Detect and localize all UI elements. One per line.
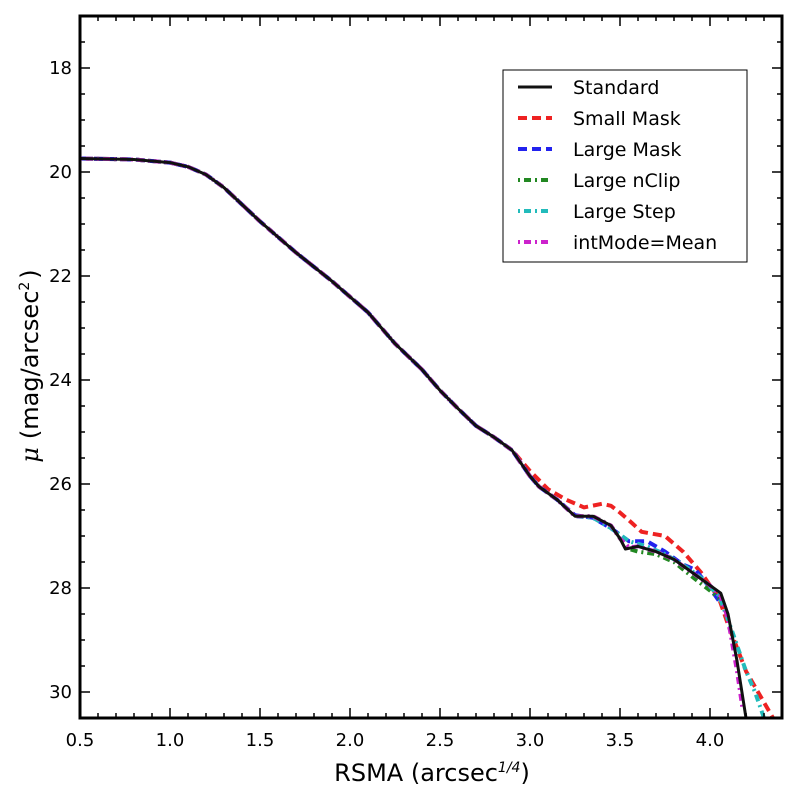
y-axis-title-mu: μ xyxy=(16,447,44,463)
x-tick-label: 4.0 xyxy=(696,730,725,751)
legend-label: Large Mask xyxy=(573,139,681,161)
x-tick-label: 3.5 xyxy=(606,730,635,751)
plot-frame xyxy=(78,14,784,720)
x-axis-title-exponent: 1/4 xyxy=(498,760,521,776)
y-tick-label: 30 xyxy=(49,682,72,703)
x-tick-label: 2.0 xyxy=(336,730,365,751)
y-tick-label: 26 xyxy=(49,474,72,495)
legend-label: intMode=Mean xyxy=(573,232,717,254)
legend-entry-small-mask: Small Mask xyxy=(518,108,681,130)
x-tick-label: 0.5 xyxy=(66,730,95,751)
x-tick-label: 2.5 xyxy=(426,730,455,751)
series-layer xyxy=(80,156,775,718)
legend-entry-standard: Standard xyxy=(518,77,659,99)
legend-items: Standard Small Mask Large Mask Large nClip L… xyxy=(518,77,717,254)
legend-label: Large Step xyxy=(573,201,676,223)
x-tick-label: 1.0 xyxy=(156,730,185,751)
x-axis-title-close: ) xyxy=(520,759,529,787)
y-axis-title-exponent: 2 xyxy=(17,282,33,291)
y-tick-label: 24 xyxy=(49,370,72,391)
legend-label: Standard xyxy=(573,77,659,99)
legend-box xyxy=(502,69,748,263)
legend: Standard Small Mask Large Mask Large nClip L… xyxy=(502,69,748,263)
x-tick-label: 3.0 xyxy=(516,730,545,751)
legend-label: Small Mask xyxy=(573,108,681,130)
legend-entry-large-nclip: Large nClip xyxy=(518,170,680,192)
series-line-standard xyxy=(80,157,748,718)
x-axis-title: RSMA (arcsec1/4) xyxy=(334,759,530,787)
y-axis-title-close: ) xyxy=(16,269,44,278)
y-tick-label: 20 xyxy=(49,162,72,183)
y-axis-title: μ (mag/arcsec2) xyxy=(16,269,44,462)
y-tick-label: 18 xyxy=(49,58,72,79)
y-tick-label: 28 xyxy=(49,578,72,599)
y-axis-title-text: (mag/arcsec xyxy=(16,291,44,439)
y-tick-label: 22 xyxy=(49,266,72,287)
legend-label: Large nClip xyxy=(573,170,680,192)
legend-entry-large-mask: Large Mask xyxy=(518,139,681,161)
legend-entry-large-step: Large Step xyxy=(518,201,676,223)
x-tick-label: 1.5 xyxy=(246,730,275,751)
legend-entry-intmode-mean: intMode=Mean xyxy=(518,232,717,254)
